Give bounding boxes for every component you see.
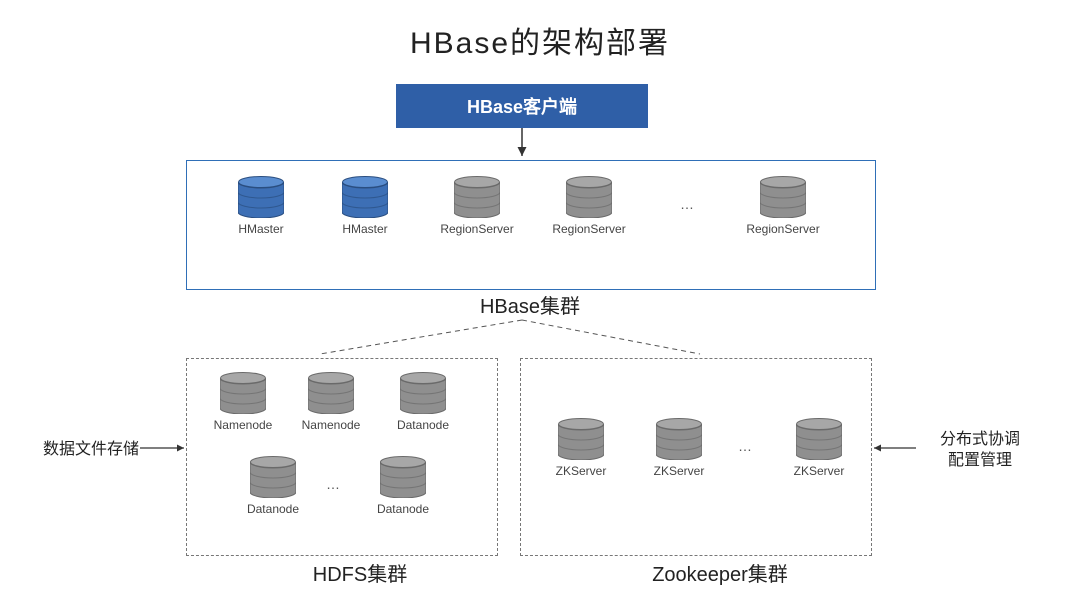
side-arrows (0, 0, 1080, 608)
